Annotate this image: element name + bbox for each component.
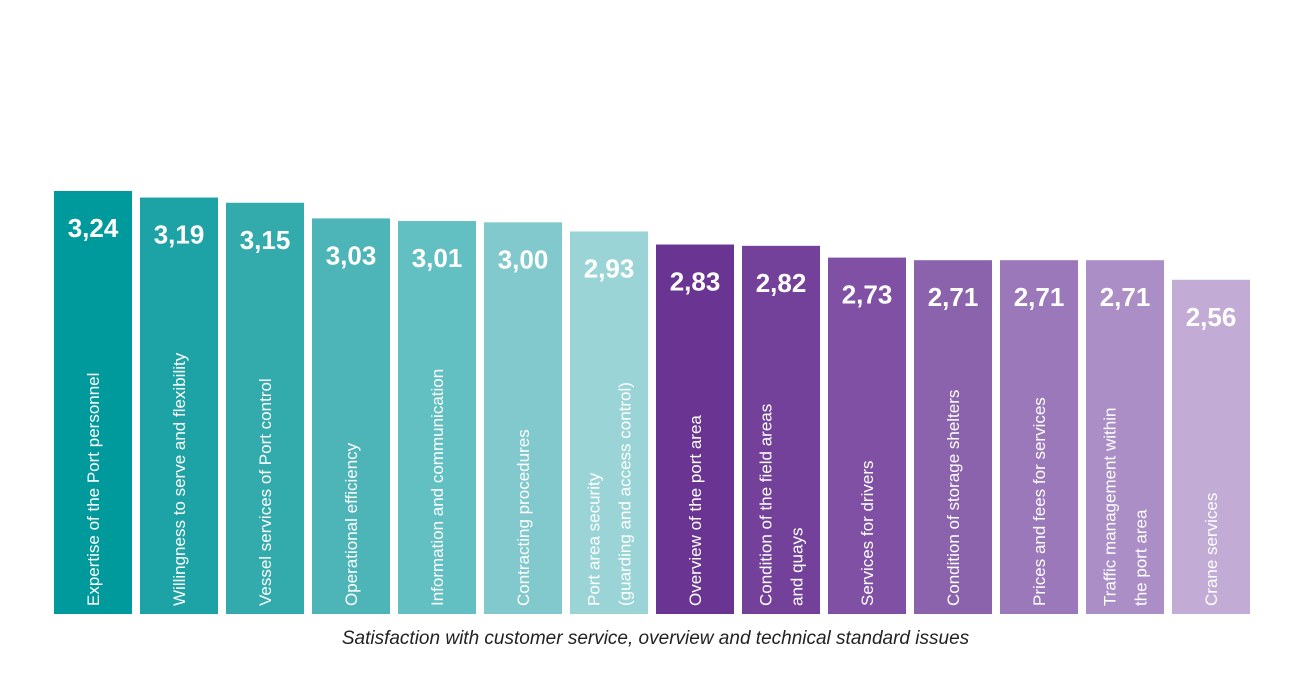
- category-label-line: Traffic management within: [1101, 408, 1120, 606]
- bar-value-label: 2,93: [584, 253, 635, 283]
- category-label-line: Port area security: [585, 472, 604, 606]
- bar-value-label: 3,03: [326, 240, 377, 270]
- category-label-line: and quays: [788, 528, 807, 606]
- category-label: Prices and fees for services: [1030, 397, 1049, 606]
- bar-value-label: 2,71: [928, 282, 979, 312]
- category-label: Port area security (guarding and access c…: [585, 382, 635, 606]
- bar-10: [828, 257, 906, 614]
- category-label-line: (guarding and access control): [616, 382, 635, 606]
- category-label-line: Services for drivers: [858, 461, 877, 606]
- category-label: Contracting procedures: [514, 429, 533, 606]
- bar-value-label: 2,71: [1014, 282, 1065, 312]
- category-label: Vessel services of Port control: [256, 378, 275, 606]
- bar-12: [1000, 260, 1078, 614]
- category-label-line: Crane services: [1202, 493, 1221, 606]
- bar-value-label: 2,71: [1100, 282, 1151, 312]
- bar-value-label: 3,19: [154, 220, 205, 250]
- category-label-line: the port area: [1132, 509, 1151, 606]
- category-label: Willingness to serve and flexibility: [170, 352, 189, 606]
- category-label: Overview of the port area: [686, 415, 705, 606]
- category-label-line: Condition of storage shelters: [944, 390, 963, 606]
- category-label: Services for drivers: [858, 461, 877, 606]
- category-label-line: Expertise of the Port personnel: [84, 373, 103, 606]
- bar-13: [1086, 260, 1164, 614]
- bar-value-label: 2,56: [1186, 302, 1237, 332]
- bar-1: [54, 191, 132, 614]
- category-label-line: Vessel services of Port control: [256, 378, 275, 606]
- bar-11: [914, 260, 992, 614]
- bar-value-label: 3,01: [412, 243, 463, 273]
- bar-3: [226, 202, 304, 614]
- bar-2: [140, 197, 218, 614]
- category-label: Traffic management within the port area: [1101, 408, 1151, 606]
- bar-9: [742, 245, 820, 615]
- bar-value-label: 2,83: [670, 267, 721, 297]
- category-label: Expertise of the Port personnel: [84, 373, 103, 606]
- category-label-line: Contracting procedures: [514, 429, 533, 606]
- category-label: Crane services: [1202, 493, 1221, 606]
- category-label-line: Prices and fees for services: [1030, 397, 1049, 606]
- category-label-line: Overview of the port area: [686, 415, 705, 606]
- bar-value-label: 3,24: [68, 213, 119, 243]
- category-label: Operational efficiency: [342, 442, 361, 606]
- category-label: Information and communication: [428, 369, 447, 606]
- category-label: Condition of the field areas and quays: [757, 404, 807, 606]
- bar-8: [656, 244, 734, 614]
- bar-value-label: 2,73: [842, 280, 893, 310]
- bar-4: [312, 218, 390, 614]
- bar-value-label: 2,82: [756, 268, 807, 298]
- category-label-line: Condition of the field areas: [757, 404, 776, 606]
- bar-value-label: 3,00: [498, 244, 549, 274]
- category-label-line: Operational efficiency: [342, 442, 361, 606]
- bar-value-label: 3,15: [240, 225, 291, 255]
- category-label-line: Information and communication: [428, 369, 447, 606]
- category-label-line: Willingness to serve and flexibility: [170, 352, 189, 606]
- bar-14: [1172, 279, 1250, 614]
- bar-6: [484, 222, 562, 615]
- bar-7: [570, 231, 648, 614]
- bar-5: [398, 221, 476, 614]
- x-axis-label: Satisfaction with customer service, over…: [341, 628, 970, 649]
- category-label: Condition of storage shelters: [944, 390, 963, 606]
